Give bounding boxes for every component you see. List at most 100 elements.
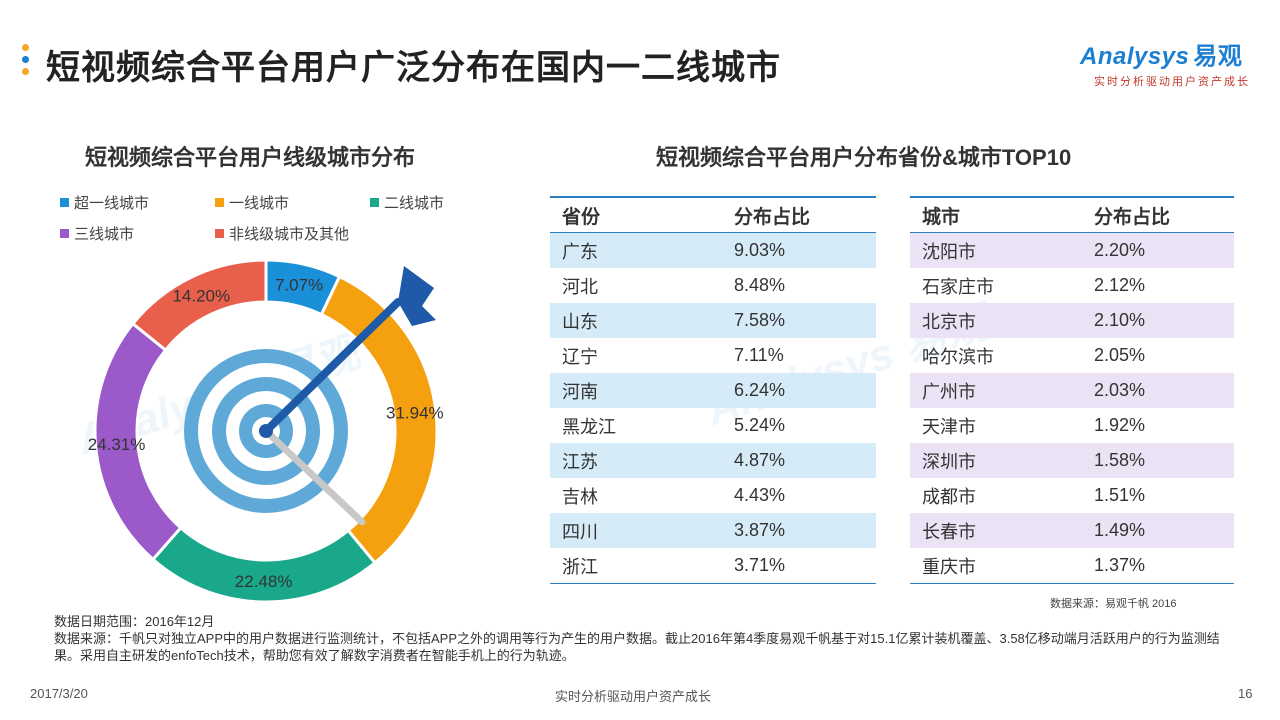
city-share-cell: 1.51% <box>1094 485 1146 505</box>
legend-label: 一线城市 <box>229 195 290 212</box>
legend-label: 非线级城市及其他 <box>229 226 350 243</box>
city-name-cell: 成都市 <box>922 486 976 507</box>
city-share-cell: 2.10% <box>1094 310 1146 330</box>
province-share-cell: 7.11% <box>734 345 784 365</box>
province-table: 省份 分布占比 广东 9.03% 河北 8.48% 山东 7.58% 辽宁 7.11% 河南 6.… <box>550 196 876 584</box>
footer-tagline: 实时分析驱动用户资产成长 <box>555 689 712 704</box>
city-row: 广州市 2.03% <box>910 373 1234 408</box>
target-shadow <box>262 427 366 526</box>
province-share-cell: 3.87% <box>734 520 786 540</box>
city-row: 哈尔滨市 2.05% <box>910 338 1234 373</box>
city-share-cell: 2.12% <box>1094 275 1146 295</box>
city-name-cell: 沈阳市 <box>922 241 976 262</box>
province-row: 山东 7.58% <box>550 303 876 338</box>
province-name-cell: 广东 <box>562 241 598 262</box>
province-share-col-header: 分布占比 <box>734 206 811 228</box>
city-name-cell: 重庆市 <box>922 556 976 577</box>
arrow-fletching <box>398 266 436 326</box>
province-name-cell: 浙江 <box>562 556 598 577</box>
province-name-cell: 河南 <box>562 381 598 402</box>
dot-3 <box>22 68 29 75</box>
province-table-header: 省份 分布占比 <box>550 197 876 233</box>
city-row: 沈阳市 2.20% <box>910 232 1234 268</box>
province-share-cell: 8.48% <box>734 275 786 295</box>
city-row: 北京市 2.10% <box>910 303 1234 338</box>
province-row: 河北 8.48% <box>550 268 876 303</box>
province-share-cell: 7.58% <box>734 310 786 330</box>
province-name-cell: 江苏 <box>562 451 598 472</box>
city-name-cell: 哈尔滨市 <box>922 346 994 367</box>
city-share-cell: 1.49% <box>1094 520 1146 540</box>
city-share-cell: 2.20% <box>1094 240 1146 260</box>
date-range-note: 数据日期范围：2016年12月 <box>54 614 215 629</box>
province-row: 辽宁 7.11% <box>550 338 876 373</box>
legend-label: 超一线城市 <box>74 195 150 212</box>
city-name-cell: 北京市 <box>922 311 976 332</box>
city-name-cell: 长春市 <box>922 521 976 542</box>
logo-brand-cn: 易观 <box>1193 43 1243 70</box>
left-chart-title: 短视频综合平台用户线级城市分布 <box>85 145 416 170</box>
dot-2 <box>22 56 29 63</box>
province-row: 广东 9.03% <box>550 232 876 268</box>
logo-tagline: 实时分析驱动用户资产成长 <box>1094 76 1250 88</box>
city-col-header: 城市 <box>922 206 961 228</box>
city-name-cell: 广州市 <box>922 381 976 402</box>
province-row: 黑龙江 5.24% <box>550 408 876 443</box>
province-row: 浙江 3.71% <box>550 548 876 584</box>
province-share-cell: 9.03% <box>734 240 786 260</box>
footer-date: 2017/3/20 <box>30 686 88 701</box>
legend-item: 超一线城市 <box>60 192 149 213</box>
legend-swatch <box>60 229 69 238</box>
legend-label: 三线城市 <box>74 226 135 243</box>
legend-label: 二线城市 <box>384 195 445 212</box>
notes-block: 数据日期范围：2016年12月 数据来源：千帆只对独立APP中的用户数据进行监测… <box>54 613 1234 664</box>
province-share-cell: 3.71% <box>734 555 786 575</box>
city-share-cell: 2.05% <box>1094 345 1146 365</box>
province-name-cell: 四川 <box>562 521 598 542</box>
slice-value-label: 24.31% <box>88 435 146 454</box>
page-number: 16 <box>1238 686 1253 701</box>
city-row: 长春市 1.49% <box>910 513 1234 548</box>
right-section-title: 短视频综合平台用户分布省份&城市TOP10 <box>656 145 1072 170</box>
right-source-note: 数据来源：易观千帆 2016 <box>1050 598 1177 610</box>
city-share-cell: 2.03% <box>1094 380 1146 400</box>
title-decoration-dots <box>22 44 30 80</box>
city-name-cell: 石家庄市 <box>922 276 994 297</box>
slice-value-label: 14.20% <box>172 287 230 306</box>
city-row: 石家庄市 2.12% <box>910 268 1234 303</box>
province-row: 河南 6.24% <box>550 373 876 408</box>
analysys-logo: Analysys 易观 实时分析驱动用户资产成长 <box>1080 36 1250 89</box>
legend-swatch <box>370 198 379 207</box>
target-icon <box>184 266 436 526</box>
city-table: 城市 分布占比 沈阳市 2.20% 石家庄市 2.12% 北京市 2.10% 哈尔滨市 2.0… <box>910 196 1234 584</box>
province-row: 吉林 4.43% <box>550 478 876 513</box>
province-name-cell: 吉林 <box>562 486 598 507</box>
legend-swatch <box>215 229 224 238</box>
legend-item: 一线城市 <box>215 192 289 213</box>
province-name-cell: 辽宁 <box>562 346 598 367</box>
city-share-cell: 1.58% <box>1094 450 1146 470</box>
dot-1 <box>22 44 29 51</box>
province-share-cell: 4.87% <box>734 450 786 470</box>
city-row: 重庆市 1.37% <box>910 548 1234 584</box>
city-table-header: 城市 分布占比 <box>910 197 1234 233</box>
donut-slice <box>130 258 268 353</box>
city-share-cell: 1.92% <box>1094 415 1146 435</box>
arrow-shaft <box>262 298 402 435</box>
legend-swatch <box>215 198 224 207</box>
city-name-cell: 天津市 <box>922 416 976 437</box>
city-share-col-header: 分布占比 <box>1094 206 1171 228</box>
province-name-cell: 黑龙江 <box>562 416 616 437</box>
province-share-cell: 5.24% <box>734 415 786 435</box>
logo-brand-en: Analysys <box>1080 43 1190 70</box>
arrow-tip <box>259 424 273 438</box>
city-row: 成都市 1.51% <box>910 478 1234 513</box>
province-row: 江苏 4.87% <box>550 443 876 478</box>
city-row: 天津市 1.92% <box>910 408 1234 443</box>
legend-item: 三线城市 <box>60 223 134 244</box>
province-col-header: 省份 <box>562 206 601 228</box>
slice-value-label: 31.94% <box>386 404 444 423</box>
province-share-cell: 4.43% <box>734 485 786 505</box>
city-name-cell: 深圳市 <box>922 451 976 472</box>
